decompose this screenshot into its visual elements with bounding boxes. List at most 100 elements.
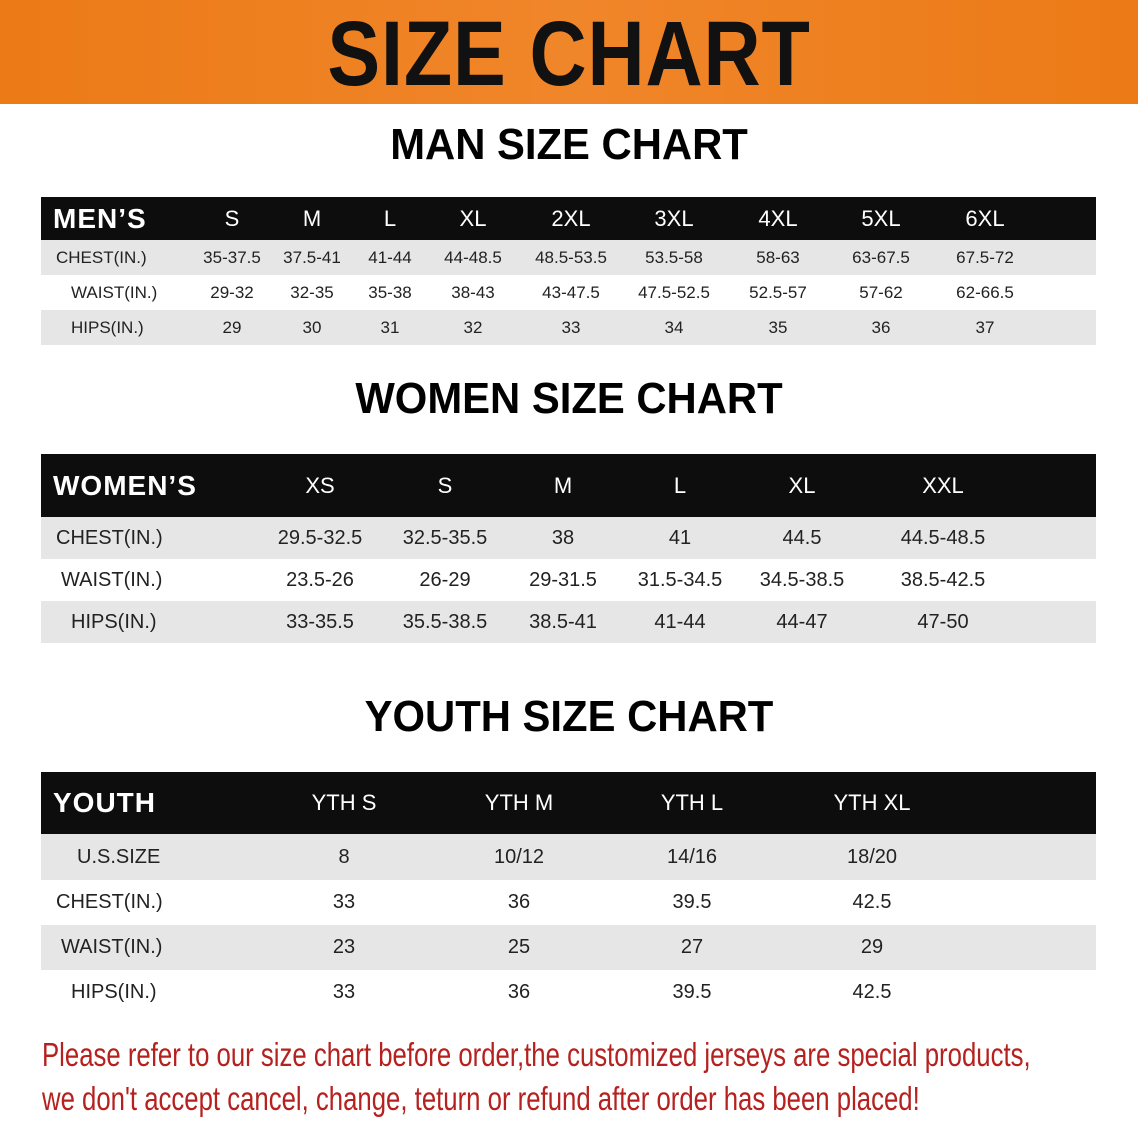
table-cell: 27: [680, 936, 704, 958]
table-cell: 26-29: [419, 568, 471, 591]
table-cell: 36: [507, 891, 531, 913]
table-row: U.S.SIZE 8 10/12 14/16 18/20: [41, 834, 1096, 880]
table-cell: 23.5-26: [286, 568, 354, 591]
size-header: M: [553, 472, 573, 498]
table-cell: 32-35: [290, 282, 334, 302]
size-header: XL: [459, 205, 487, 231]
measure-label: HIPS(IN.): [71, 610, 157, 633]
table-cell: 18/20: [846, 845, 898, 868]
table-cell: 29.5-32.5: [277, 526, 363, 549]
footer-notice-line1: Please refer to our size chart before or…: [42, 1036, 1031, 1073]
table-cell: 67.5-72: [956, 247, 1014, 267]
measure-label: WAIST(IN.): [61, 936, 163, 958]
table-cell: 30: [302, 317, 322, 337]
table-cell: 62-66.5: [956, 282, 1014, 302]
size-header: YTH S: [311, 790, 377, 815]
size-header: XXL: [922, 472, 964, 498]
table-cell: 44.5-48.5: [900, 526, 986, 549]
measure-label: HIPS(IN.): [71, 981, 157, 1003]
youth-section-title: YOUTH SIZE CHART: [364, 692, 774, 741]
footer-notice-line2: we don't accept cancel, change, teturn o…: [42, 1080, 920, 1117]
table-cell: 47-50: [917, 610, 969, 633]
measure-label: HIPS(IN.): [71, 317, 144, 337]
table-cell: 35: [768, 317, 788, 337]
table-cell: 36: [871, 317, 891, 337]
size-header: M: [302, 205, 322, 231]
size-header: 5XL: [861, 205, 901, 231]
table-cell: 37.5-41: [283, 247, 341, 267]
table-cell: 44-48.5: [444, 247, 502, 267]
table-cell: 23: [332, 936, 356, 958]
size-header: YTH M: [484, 790, 554, 815]
banner-title: SIZE CHART: [327, 3, 811, 105]
size-header: 4XL: [758, 205, 798, 231]
table-cell: 36: [507, 981, 531, 1003]
size-header: YTH XL: [833, 790, 911, 815]
table-cell: 37: [975, 317, 995, 337]
measure-label: U.S.SIZE: [77, 845, 161, 868]
table-cell: 33: [332, 891, 356, 913]
measure-label: CHEST(IN.): [56, 891, 163, 913]
table-cell: 33-35.5: [286, 610, 354, 633]
table-cell: 38-43: [451, 282, 495, 302]
table-cell: 44.5: [782, 526, 822, 549]
table-cell: 47.5-52.5: [638, 282, 710, 302]
table-cell: 57-62: [859, 282, 903, 302]
size-header: XS: [305, 472, 335, 498]
table-cell: 34: [664, 317, 684, 337]
table-row: HIPS(IN.) 33-35.5 35.5-38.5 38.5-41 41-44 44-…: [41, 601, 1096, 643]
size-header: S: [224, 205, 240, 231]
table-title-cell: MEN’S: [53, 202, 147, 234]
table-cell: 39.5: [672, 981, 712, 1003]
table-cell: 33: [332, 981, 356, 1003]
size-header: S: [437, 472, 453, 498]
table-cell: 10/12: [493, 845, 545, 868]
table-cell: 35-38: [368, 282, 412, 302]
table-cell: 14/16: [666, 845, 718, 868]
size-header: 3XL: [654, 205, 694, 231]
size-header: XL: [788, 472, 816, 498]
table-cell: 31.5-34.5: [637, 568, 723, 591]
table-cell: 31: [380, 317, 400, 337]
table-row: CHEST(IN.) 33 36 39.5 42.5: [41, 880, 1096, 925]
table-cell: 41-44: [368, 247, 412, 267]
table-cell: 43-47.5: [542, 282, 600, 302]
table-row: WAIST(IN.) 29-32 32-35 35-38 38-43 43-47.5 47.…: [41, 275, 1096, 310]
table-cell: 29-32: [210, 282, 254, 302]
table-cell: 41: [668, 526, 692, 549]
table-cell: 35.5-38.5: [402, 610, 488, 633]
table-cell: 29: [222, 317, 242, 337]
table-cell: 44-47: [776, 610, 828, 633]
banner: SIZE CHART: [0, 0, 1138, 105]
table-cell: 42.5: [852, 891, 892, 913]
table-cell: 58-63: [756, 247, 800, 267]
table-row: CHEST(IN.) 29.5-32.5 32.5-35.5 38 41 44.5 44.5…: [41, 517, 1096, 559]
table-cell: 8: [338, 845, 350, 868]
table-cell: 32.5-35.5: [402, 526, 488, 549]
table-title-cell: WOMEN’S: [53, 469, 197, 501]
table-cell: 38.5-41: [529, 610, 597, 633]
table-cell: 38.5-42.5: [900, 568, 986, 591]
youth-header-row: YOUTH YTH S YTH M YTH L YTH XL: [41, 772, 1096, 834]
table-cell: 42.5: [852, 981, 892, 1003]
table-cell: 63-67.5: [852, 247, 910, 267]
men-header-row: MEN’S S M L XL 2XL 3XL 4XL 5XL 6XL: [41, 197, 1096, 240]
table-cell: 29-31.5: [529, 568, 597, 591]
size-header: 2XL: [551, 205, 591, 231]
women-header-row: WOMEN’S XS S M L XL XXL: [41, 454, 1096, 517]
men-section-title: MAN SIZE CHART: [390, 120, 748, 169]
table-row: HIPS(IN.) 33 36 39.5 42.5: [41, 970, 1096, 1015]
size-header: 6XL: [965, 205, 1005, 231]
table-row: WAIST(IN.) 23.5-26 26-29 29-31.5 31.5-34.5 34…: [41, 559, 1096, 601]
size-header: YTH L: [660, 790, 724, 815]
table-row: WAIST(IN.) 23 25 27 29: [41, 925, 1096, 970]
size-header: L: [673, 472, 687, 498]
women-size-table: WOMEN’S XS S M L XL XXL CHEST(IN.) 29.5-32.5 32.5…: [41, 454, 1096, 643]
women-section-title: WOMEN SIZE CHART: [355, 374, 783, 423]
table-cell: 33: [561, 317, 581, 337]
table-cell: 39.5: [672, 891, 712, 913]
table-cell: 53.5-58: [645, 247, 703, 267]
table-cell: 52.5-57: [749, 282, 807, 302]
table-row: HIPS(IN.) 29 30 31 32 33 34 35 36 37: [41, 310, 1096, 345]
table-cell: 48.5-53.5: [535, 247, 607, 267]
